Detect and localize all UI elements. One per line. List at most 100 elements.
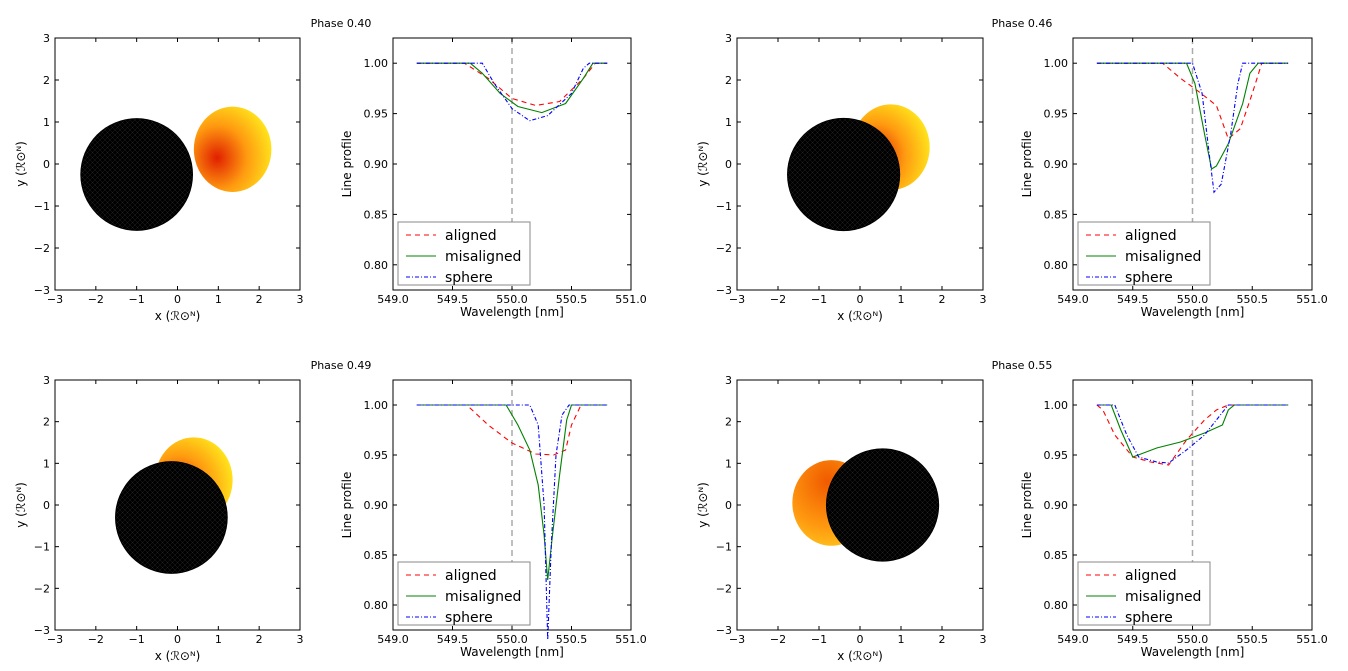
line-xtick-label: 550.5	[556, 293, 588, 306]
orbit-ytick-label: −3	[716, 284, 732, 297]
orbit-xlabel: x (ℛ⊙ᴺ)	[837, 309, 883, 323]
orbit-xtick-label: −3	[47, 293, 63, 306]
line-ytick-label: 1.00	[1044, 399, 1069, 412]
orbit-xtick-label: −3	[729, 633, 745, 646]
orbit-ytick-label: 0	[725, 158, 732, 171]
line-ytick-label: 0.85	[1044, 208, 1069, 221]
line-xlabel: Wavelength [nm]	[460, 305, 564, 319]
line-xtick-label: 549.0	[1057, 293, 1089, 306]
series-sphere	[1096, 404, 1289, 464]
legend-label-aligned: aligned	[1125, 228, 1177, 244]
series-sphere	[416, 62, 608, 122]
line-xlabel: Wavelength [nm]	[1141, 645, 1245, 659]
legend: aligned misaligned sphere	[1077, 561, 1211, 626]
series-aligned	[1096, 404, 1289, 466]
panel-title: Phase 0.40	[311, 17, 372, 30]
line-xtick-label: 551.0	[1296, 633, 1328, 646]
primary-star-mesh	[826, 449, 939, 561]
line-xtick-label: 549.0	[377, 293, 409, 306]
orbit-xtick-label: 1	[215, 293, 222, 306]
line-ytick-label: 0.95	[1044, 449, 1069, 462]
series-misaligned	[1096, 62, 1289, 170]
series-sphere	[1096, 62, 1289, 194]
primary-star-mesh	[788, 118, 900, 231]
orbit-ytick-label: 3	[725, 374, 732, 387]
line-ytick-label: 0.95	[364, 449, 389, 462]
legend-label-sphere: sphere	[445, 270, 493, 286]
orbit-ytick-label: 2	[43, 74, 50, 87]
legend-label-aligned: aligned	[445, 228, 497, 244]
orbit-ytick-label: 1	[43, 116, 50, 129]
legend-label-sphere: sphere	[1125, 270, 1173, 286]
orbit-ytick-label: −2	[716, 582, 732, 595]
primary-star-mesh	[81, 119, 193, 230]
legend-box	[1077, 221, 1211, 286]
line-ytick-label: 0.95	[364, 108, 389, 121]
orbit-ytick-label: −3	[716, 624, 732, 637]
panel-1: −3−3 −2 −2 −1 −1 0 0 1 1 2 2 3 3 x (ℛ⊙ᴺ) y (ℛ⊙ᴺ) Phase …	[14, 17, 647, 323]
line-ytick-label: 0.90	[1044, 158, 1069, 171]
orbit-ytick-label: −1	[34, 541, 50, 554]
orbit-xtick-label: 2	[939, 633, 946, 646]
line-xtick-label: 550.0	[496, 293, 528, 306]
orbit-ytick-label: −2	[34, 582, 50, 595]
series-aligned	[416, 404, 608, 456]
orbit-ytick-label: 2	[725, 416, 732, 429]
orbit-ylabel: y (ℛ⊙ᴺ)	[14, 141, 28, 187]
orbit-ylabel: y (ℛ⊙ᴺ)	[696, 482, 710, 528]
orbit-xtick-label: −3	[729, 293, 745, 306]
legend: aligned misaligned sphere	[1077, 221, 1211, 286]
orbit-ytick-label: −3	[34, 624, 50, 637]
orbit-ytick-label: 1	[725, 116, 732, 129]
orbit-ytick-label: −1	[34, 200, 50, 213]
line-xlabel: Wavelength [nm]	[1141, 305, 1245, 319]
orbit-xtick-label: −3	[47, 633, 63, 646]
panel-title: Phase 0.49	[311, 359, 372, 372]
series-sphere	[416, 404, 608, 641]
line-ytick-label: 0.90	[364, 499, 389, 512]
line-xtick-label: 551.0	[615, 293, 647, 306]
legend-box	[1077, 561, 1211, 626]
orbit-plot: −3−3 −2 −2 −1 −1 0 0 1 1 2 2 3 3 x (ℛ⊙ᴺ) y (ℛ⊙ᴺ)	[696, 374, 987, 663]
orbit-xtick-label: −1	[811, 633, 827, 646]
primary-star-mesh	[116, 462, 227, 573]
orbit-ytick-label: 2	[725, 74, 732, 87]
line-ytick-label: 1.00	[364, 57, 389, 70]
orbit-ytick-label: 0	[43, 499, 50, 512]
line-ytick-label: 1.00	[364, 399, 389, 412]
companion-star	[193, 106, 272, 192]
line-ytick-label: 0.80	[1044, 259, 1069, 272]
orbit-xtick-label: −1	[129, 633, 145, 646]
orbit-xtick-label: −2	[770, 293, 786, 306]
orbit-xtick-label: −2	[88, 293, 104, 306]
line-xtick-label: 551.0	[615, 633, 647, 646]
legend-box	[397, 221, 531, 286]
line-xlabel: Wavelength [nm]	[460, 645, 564, 659]
line-ytick-label: 0.85	[1044, 549, 1069, 562]
panel-3: −3−3 −2 −2 −1 −1 0 0 1 1 2 2 3 3 x (ℛ⊙ᴺ) y (ℛ⊙ᴺ) Phase …	[14, 359, 647, 663]
orbit-plot: −3−3 −2 −2 −1 −1 0 0 1 1 2 2 3 3 x (ℛ⊙ᴺ) y (ℛ⊙ᴺ)	[14, 374, 304, 663]
line-xtick-label: 549.5	[437, 633, 469, 646]
panel-4: −3−3 −2 −2 −1 −1 0 0 1 1 2 2 3 3 x (ℛ⊙ᴺ) y (ℛ⊙ᴺ) Phase …	[696, 359, 1328, 663]
orbit-xtick-label: 1	[898, 293, 905, 306]
line-xtick-label: 551.0	[1296, 293, 1328, 306]
orbit-ylabel: y (ℛ⊙ᴺ)	[14, 482, 28, 528]
legend-label-misaligned: misaligned	[1125, 249, 1201, 265]
legend-label-misaligned: misaligned	[1125, 589, 1201, 605]
line-ytick-label: 0.80	[364, 599, 389, 612]
orbit-xtick-label: 1	[898, 633, 905, 646]
line-profile-plot: Phase 0.55 549.0 549.5 550.0 550.5 551.0 0.80 0…	[992, 359, 1328, 659]
orbit-xlabel: x (ℛ⊙ᴺ)	[837, 649, 883, 663]
legend-label-misaligned: misaligned	[445, 589, 521, 605]
line-profile-plot: Phase 0.46 549.0 549.5 550.0 550.5 551.0 0.80 0…	[992, 17, 1328, 319]
line-ytick-label: 0.85	[364, 208, 389, 221]
orbit-plot: −3−3 −2 −2 −1 −1 0 0 1 1 2 2 3 3 x (ℛ⊙ᴺ) y (ℛ⊙ᴺ)	[14, 32, 304, 323]
line-ytick-label: 0.85	[364, 549, 389, 562]
line-profile-plot: Phase 0.40 549.0 549.5 550.0 550.5 551.0 0.80 0…	[311, 17, 647, 319]
line-xtick-label: 550.5	[556, 633, 588, 646]
orbit-xtick-label: 3	[297, 293, 304, 306]
legend-label-sphere: sphere	[445, 610, 493, 626]
panel-2: −3−3 −2 −2 −1 −1 0 0 1 1 2 2 3 3 x (ℛ⊙ᴺ) y (ℛ⊙ᴺ) Phase …	[696, 17, 1328, 323]
line-xtick-label: 549.5	[1117, 633, 1149, 646]
